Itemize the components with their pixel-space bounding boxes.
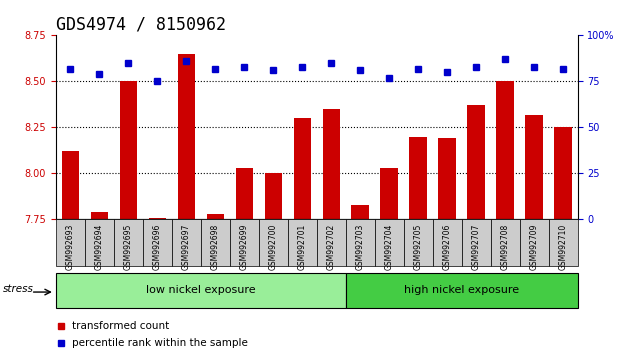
Text: GSM992704: GSM992704: [384, 224, 394, 270]
FancyBboxPatch shape: [56, 219, 85, 266]
FancyBboxPatch shape: [346, 273, 578, 308]
FancyBboxPatch shape: [433, 219, 461, 266]
FancyBboxPatch shape: [143, 219, 172, 266]
Text: GSM992701: GSM992701: [297, 224, 307, 270]
FancyBboxPatch shape: [230, 219, 259, 266]
FancyBboxPatch shape: [491, 219, 520, 266]
Text: GSM992693: GSM992693: [66, 224, 75, 270]
FancyBboxPatch shape: [346, 219, 374, 266]
Bar: [409, 137, 427, 219]
Bar: [91, 212, 108, 219]
Text: stress: stress: [3, 284, 34, 293]
Bar: [235, 168, 253, 219]
Bar: [322, 109, 340, 219]
FancyBboxPatch shape: [114, 219, 143, 266]
Bar: [351, 205, 369, 219]
FancyBboxPatch shape: [85, 219, 114, 266]
Bar: [381, 168, 398, 219]
Bar: [148, 218, 166, 219]
Bar: [178, 54, 195, 219]
Bar: [207, 214, 224, 219]
Text: GSM992705: GSM992705: [414, 224, 423, 270]
Text: transformed count: transformed count: [71, 321, 169, 331]
Bar: [468, 105, 485, 219]
FancyBboxPatch shape: [172, 219, 201, 266]
Text: GSM992695: GSM992695: [124, 224, 133, 270]
FancyBboxPatch shape: [520, 219, 548, 266]
FancyBboxPatch shape: [461, 219, 491, 266]
Text: GSM992707: GSM992707: [471, 224, 481, 270]
Text: GSM992694: GSM992694: [95, 224, 104, 270]
Text: percentile rank within the sample: percentile rank within the sample: [71, 338, 247, 348]
Bar: [294, 118, 311, 219]
FancyBboxPatch shape: [548, 219, 578, 266]
FancyBboxPatch shape: [259, 219, 288, 266]
Text: GSM992706: GSM992706: [443, 224, 451, 270]
Text: GSM992708: GSM992708: [501, 224, 510, 270]
Text: GSM992703: GSM992703: [356, 224, 365, 270]
Text: GSM992696: GSM992696: [153, 224, 162, 270]
Text: low nickel exposure: low nickel exposure: [146, 285, 256, 295]
FancyBboxPatch shape: [201, 219, 230, 266]
Bar: [120, 81, 137, 219]
Bar: [61, 152, 79, 219]
Text: GSM992697: GSM992697: [182, 224, 191, 270]
Text: GSM992709: GSM992709: [530, 224, 538, 270]
FancyBboxPatch shape: [56, 273, 346, 308]
Bar: [525, 115, 543, 219]
Bar: [438, 138, 456, 219]
FancyBboxPatch shape: [374, 219, 404, 266]
Text: GSM992702: GSM992702: [327, 224, 336, 270]
FancyBboxPatch shape: [288, 219, 317, 266]
Text: GSM992699: GSM992699: [240, 224, 249, 270]
Text: GSM992700: GSM992700: [269, 224, 278, 270]
Text: high nickel exposure: high nickel exposure: [404, 285, 519, 295]
Bar: [265, 173, 282, 219]
FancyBboxPatch shape: [317, 219, 346, 266]
Text: GDS4974 / 8150962: GDS4974 / 8150962: [56, 16, 226, 34]
Text: GSM992710: GSM992710: [558, 224, 568, 270]
Bar: [555, 127, 572, 219]
Bar: [496, 81, 514, 219]
FancyBboxPatch shape: [404, 219, 433, 266]
Text: GSM992698: GSM992698: [211, 224, 220, 270]
